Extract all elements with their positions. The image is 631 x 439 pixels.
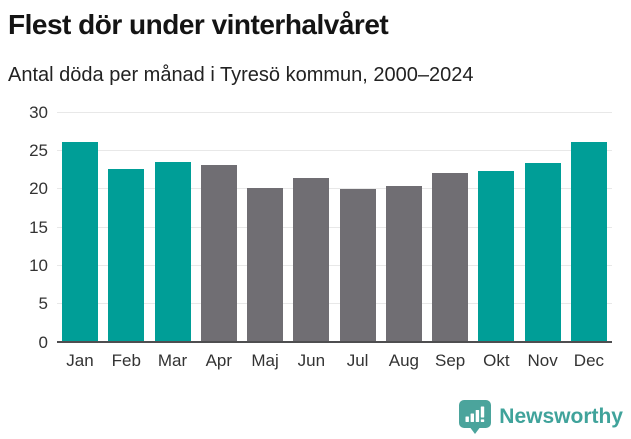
bar-apr	[200, 164, 237, 343]
y-tick-label-30: 30	[29, 102, 48, 122]
y-tick-label-15: 15	[29, 217, 48, 237]
x-axis-line	[57, 340, 612, 343]
bar-chart: 0 5 10 15 20 25 30 Jan Feb Mar Apr Maj Jun Jul Aug Sep…	[8, 103, 623, 371]
bar-feb	[108, 168, 145, 343]
bar-sep	[432, 173, 469, 343]
bar-aug	[385, 186, 422, 343]
chart-title: Flest dör under vinterhalvåret	[8, 9, 389, 40]
newsworthy-brand-text: Newsworthy	[499, 405, 623, 428]
x-tick-label-dec: Dec	[573, 350, 605, 370]
gridline-10	[57, 264, 612, 266]
gridline-15	[57, 226, 612, 228]
x-axis-labels: Jan Feb Mar Apr Maj Jun Jul Aug Sep Okt Nov Dec	[57, 351, 612, 371]
bar-mar	[154, 162, 191, 343]
bar-nov	[524, 163, 561, 343]
bar-jun	[293, 177, 330, 343]
x-tick-label-okt: Okt	[483, 350, 510, 370]
gridline-25	[57, 149, 612, 151]
x-tick-label-jun: Jun	[297, 350, 326, 370]
bars-container	[57, 141, 612, 343]
x-tick-label-apr: Apr	[205, 350, 233, 370]
bar-chart-speech-bubble-icon	[458, 399, 492, 435]
newsworthy-logo: Newsworthy	[458, 399, 623, 435]
bar-okt	[478, 170, 515, 343]
bar-maj	[247, 187, 284, 343]
x-tick-label-nov: Nov	[527, 350, 558, 370]
plot-area: 0 5 10 15 20 25 30	[29, 103, 612, 352]
bar-jul	[339, 188, 376, 343]
x-tick-label-jan: Jan	[66, 350, 94, 370]
x-tick-label-sep: Sep	[435, 350, 466, 370]
x-tick-label-aug: Aug	[388, 350, 419, 370]
y-tick-label-25: 25	[29, 140, 48, 160]
gridline-20	[57, 188, 612, 190]
gridline-30	[57, 111, 612, 113]
x-tick-label-maj: Maj	[251, 350, 279, 370]
y-tick-label-5: 5	[38, 294, 48, 314]
chart-subtitle: Antal döda per månad i Tyresö kommun, 20…	[8, 63, 474, 86]
bar-dec	[570, 141, 607, 343]
bar-jan	[62, 141, 98, 343]
x-tick-label-jul: Jul	[346, 350, 369, 370]
x-tick-label-feb: Feb	[111, 350, 141, 370]
y-tick-label-10: 10	[29, 255, 48, 275]
y-tick-label-20: 20	[29, 179, 48, 199]
y-tick-label-0: 0	[38, 332, 48, 352]
x-tick-label-mar: Mar	[157, 350, 188, 370]
gridline-5	[57, 303, 612, 305]
